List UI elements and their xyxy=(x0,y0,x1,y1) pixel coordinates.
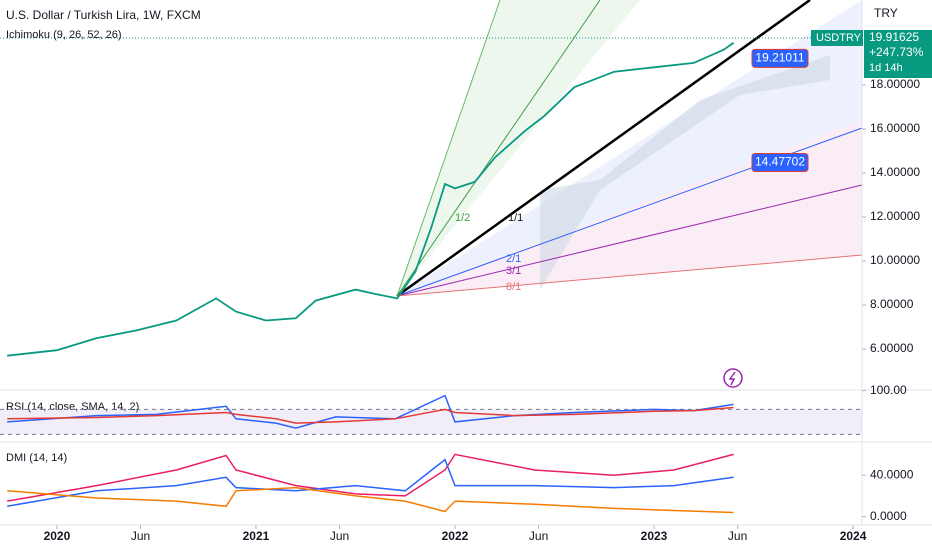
y-tick-label: 6.00000 xyxy=(870,341,914,355)
x-tick-label: Jun xyxy=(728,529,747,543)
fan-zone xyxy=(397,0,640,296)
indicator-label: Ichimoku (9, 26, 52, 26) xyxy=(6,29,122,41)
event-icon-bolt xyxy=(728,371,736,386)
event-icon[interactable] xyxy=(723,368,743,388)
fan-line xyxy=(396,184,863,297)
fan-label: 1/2 xyxy=(455,212,470,224)
y-tick-label: 10.00000 xyxy=(870,253,920,267)
x-tick-label: 2023 xyxy=(641,529,668,543)
y-tick-label: 0.0000 xyxy=(870,509,907,523)
series-line xyxy=(7,42,735,357)
fan-label: 2/1 xyxy=(506,253,521,265)
fan-label: 8/1 xyxy=(506,281,521,293)
fan-label: 1/1 xyxy=(508,212,523,224)
indicator-label: RSI (14, close, SMA, 14, 2) xyxy=(6,401,139,413)
cloud xyxy=(540,55,830,290)
symbol: USDTRY xyxy=(816,32,862,44)
y-tick-label: 16.00000 xyxy=(870,121,920,135)
price-badge xyxy=(864,30,932,78)
fan-zone xyxy=(397,120,862,296)
y-tick-label: 14.00000 xyxy=(870,165,920,179)
y-tick-label: 100.00 xyxy=(870,383,907,397)
currency: TRY xyxy=(874,6,898,20)
series-line xyxy=(7,453,734,502)
x-tick-label: 2021 xyxy=(243,529,270,543)
fan-label: 3/1 xyxy=(506,265,521,277)
y-tick-label: 18.00000 xyxy=(870,77,920,91)
indicator-label: DMI (14, 14) xyxy=(6,452,67,464)
fan-line xyxy=(396,254,863,297)
change: +247.73% xyxy=(869,45,924,59)
x-tick-label: Jun xyxy=(330,529,349,543)
y-tick-label: 12.00000 xyxy=(870,209,920,223)
x-tick-label: 2024 xyxy=(840,529,867,543)
countdown: 1d 14h xyxy=(869,62,903,74)
x-tick-label: Jun xyxy=(529,529,548,543)
series-line xyxy=(7,458,734,508)
fan-line xyxy=(396,0,601,297)
x-tick-label: 2020 xyxy=(44,529,71,543)
symbol-badge xyxy=(811,30,863,46)
x-tick-label: Jun xyxy=(131,529,150,543)
y-tick-label: 8.00000 xyxy=(870,297,914,311)
fan-line xyxy=(396,0,501,297)
marker-label: 14.47702 xyxy=(755,155,805,169)
series-line xyxy=(7,486,734,514)
x-tick-label: 2022 xyxy=(442,529,469,543)
rsi-band xyxy=(0,409,862,435)
last-price: 19.91625 xyxy=(869,30,919,44)
marker-label: 19.21011 xyxy=(755,50,804,64)
y-tick-label: 40.0000 xyxy=(870,467,914,481)
chart-title: U.S. Dollar / Turkish Lira, 1W, FXCM xyxy=(6,8,201,22)
series-line xyxy=(7,394,734,429)
marker-box xyxy=(751,152,809,172)
marker-box xyxy=(751,48,809,68)
fan-zone xyxy=(397,0,862,296)
fan-line xyxy=(396,0,811,298)
series-line xyxy=(7,406,734,424)
